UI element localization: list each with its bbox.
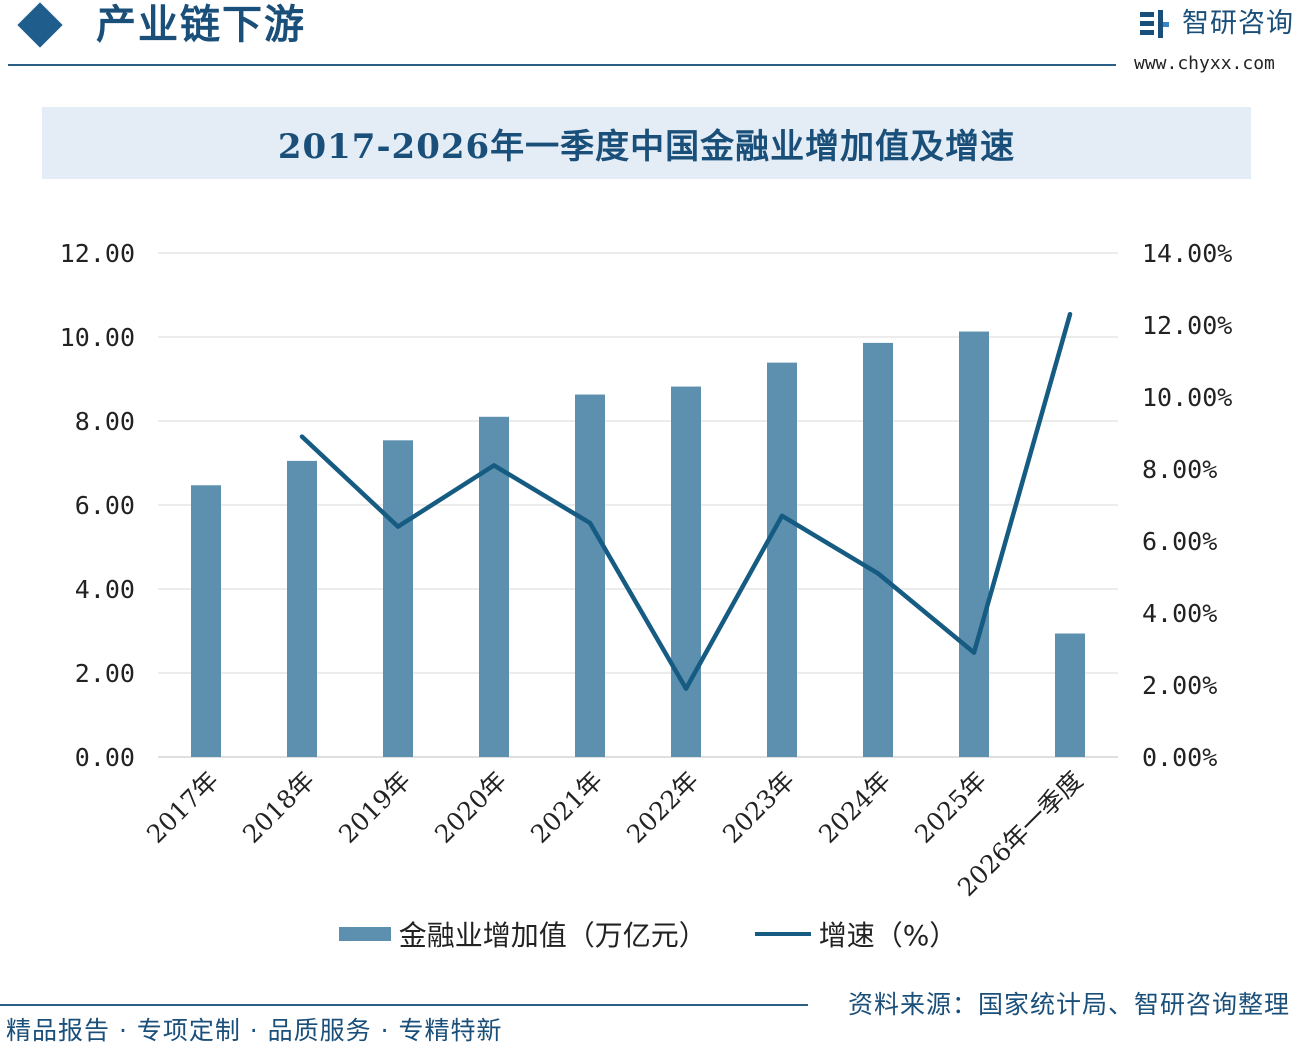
x-tick-label: 2017年 bbox=[141, 766, 224, 849]
x-tick-label: 2021年 bbox=[525, 766, 608, 849]
footer-divider bbox=[0, 1004, 808, 1006]
y-right-tick-label: 14.00% bbox=[1142, 239, 1232, 268]
y-left-tick-label: 12.00 bbox=[60, 239, 135, 268]
legend-item-bar: 金融业增加值（万亿元） bbox=[338, 914, 707, 954]
line-point bbox=[972, 650, 976, 655]
bar bbox=[1055, 633, 1085, 757]
y-left-tick-label: 4.00 bbox=[75, 575, 135, 604]
line-point bbox=[396, 524, 400, 529]
x-tick-label: 2019年 bbox=[333, 766, 416, 849]
header-divider bbox=[8, 64, 1116, 66]
bar bbox=[863, 342, 893, 757]
footer-tagline: 精品报告 · 专项定制 · 品质服务 · 专精特新 bbox=[6, 1016, 503, 1045]
bar bbox=[671, 386, 701, 757]
y-right-tick-label: 10.00% bbox=[1142, 383, 1232, 412]
brand-url: www.chyxx.com bbox=[1134, 53, 1275, 74]
x-tick-label: 2023年 bbox=[717, 766, 800, 849]
y-right-tick-label: 2.00% bbox=[1142, 671, 1217, 700]
y-right-tick-label: 6.00% bbox=[1142, 527, 1217, 556]
y-right-tick-label: 12.00% bbox=[1142, 311, 1232, 340]
legend-swatch-bar bbox=[338, 927, 391, 941]
y-left-tick-label: 0.00 bbox=[75, 743, 135, 772]
y-right-tick-label: 4.00% bbox=[1142, 599, 1217, 628]
bar bbox=[767, 362, 797, 757]
y-right-tick-label: 8.00% bbox=[1142, 455, 1217, 484]
footer-source: 资料来源：国家统计局、智研咨询整理 bbox=[847, 990, 1290, 1019]
line-point bbox=[1068, 312, 1072, 317]
bar bbox=[191, 485, 221, 757]
line-point bbox=[492, 463, 496, 468]
bar bbox=[575, 394, 605, 757]
legend-label-bar: 金融业增加值（万亿元） bbox=[398, 919, 707, 952]
chart-title: 2017-2026年一季度中国金融业增加值及增速 bbox=[277, 126, 1016, 167]
bar bbox=[287, 460, 317, 757]
line-point bbox=[588, 521, 592, 525]
y-left-tick-label: 8.00 bbox=[75, 407, 135, 436]
x-tick-label: 2022年 bbox=[621, 766, 704, 849]
bar bbox=[959, 331, 989, 757]
legend-label-line: 增速（%） bbox=[818, 919, 958, 952]
legend: 金融业增加值（万亿元） 增速（%） bbox=[0, 912, 1296, 956]
header: 产业链下游 智研咨询 www.chyxx.com bbox=[0, 0, 1296, 78]
brand-logo-icon bbox=[1138, 8, 1170, 40]
x-tick-label: 2020年 bbox=[429, 766, 512, 849]
y-left-tick-label: 6.00 bbox=[75, 491, 135, 520]
line-point bbox=[876, 571, 880, 576]
legend-swatch-line bbox=[754, 932, 811, 936]
bar bbox=[383, 440, 413, 757]
line-point bbox=[684, 686, 688, 691]
x-tick-label: 2018年 bbox=[237, 766, 320, 849]
x-tick-label: 2025年 bbox=[909, 766, 992, 849]
y-left-tick-label: 2.00 bbox=[75, 659, 135, 688]
section-title: 产业链下游 bbox=[96, 1, 306, 48]
brand-name: 智研咨询 bbox=[1182, 8, 1294, 39]
line-point bbox=[300, 434, 304, 439]
line-point bbox=[780, 513, 784, 518]
chart-title-box: 2017-2026年一季度中国金融业增加值及增速 bbox=[42, 107, 1251, 179]
legend-item-line: 增速（%） bbox=[754, 914, 958, 954]
x-tick-label: 2024年 bbox=[813, 766, 896, 849]
y-left-tick-label: 10.00 bbox=[60, 323, 135, 352]
y-right-tick-label: 0.00% bbox=[1142, 743, 1217, 772]
